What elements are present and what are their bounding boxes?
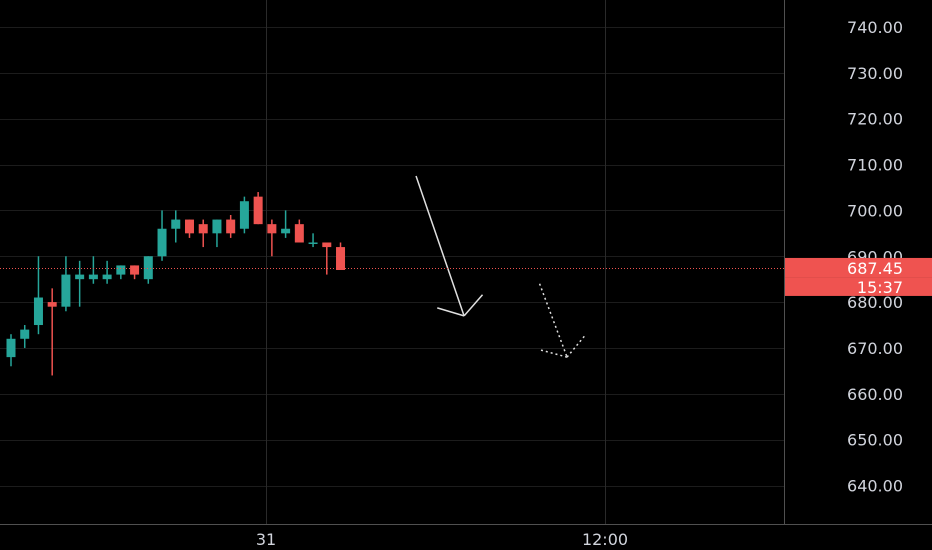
candle (143, 256, 153, 284)
price-tick-label: 700.00 (847, 201, 903, 220)
candle-body (253, 196, 263, 225)
countdown-label: 15:37 (857, 278, 903, 297)
price-tick-label: 740.00 (847, 18, 903, 37)
candle (226, 214, 236, 238)
candle (157, 210, 167, 261)
candle-body (61, 274, 71, 307)
grid (0, 0, 784, 524)
arrow-head-stroke (437, 307, 465, 317)
time-tick-label: 31 (256, 530, 276, 549)
candle (47, 288, 57, 376)
dotted-arrow-drawing[interactable] (538, 283, 586, 358)
time-tick-label: 12:00 (582, 530, 628, 549)
candle (102, 260, 112, 284)
candle (322, 242, 332, 275)
time-axis[interactable]: 31 12:00 (256, 530, 628, 549)
arrow-head-stroke (463, 294, 484, 317)
countdown-tag (785, 277, 932, 296)
candle-body (171, 219, 181, 229)
drawing-annotations[interactable] (415, 175, 586, 358)
candle (171, 210, 181, 243)
candle (239, 196, 249, 234)
price-tick-label: 720.00 (847, 110, 903, 129)
last-price-tag (785, 257, 932, 278)
price-tick-label: 640.00 (847, 477, 903, 496)
price-tick-label: 730.00 (847, 64, 903, 83)
arrow-drawing[interactable] (415, 175, 484, 317)
price-tick-label: 670.00 (847, 339, 903, 358)
candle (308, 233, 318, 248)
candle (75, 260, 85, 307)
candle (212, 219, 222, 248)
candle-body (116, 265, 126, 275)
candle-body (198, 224, 208, 234)
candle-body (143, 256, 153, 280)
candle (116, 265, 126, 280)
candle (20, 325, 30, 348)
candle (184, 219, 194, 238)
candle-body (20, 329, 30, 339)
candle (198, 219, 208, 248)
arrow-shaft (538, 283, 568, 358)
candle-body (294, 224, 304, 243)
candle-body (239, 201, 249, 229)
arrow-shaft (415, 175, 465, 317)
last-price-label: 687.45 (847, 259, 903, 278)
price-tick-label: 650.00 (847, 431, 903, 450)
candle-body (102, 274, 112, 280)
last-price-marker: 687.45 15:37 (0, 257, 932, 297)
candle (61, 256, 71, 312)
candle-body (6, 338, 16, 358)
candle (294, 219, 304, 243)
candle (88, 256, 98, 284)
candle-body (212, 219, 222, 234)
candle-body (281, 228, 291, 234)
price-tick-label: 660.00 (847, 385, 903, 404)
candle (130, 265, 140, 280)
candle-body (47, 302, 57, 307)
candle (336, 242, 346, 271)
candle (33, 256, 43, 335)
candle-body (33, 297, 43, 326)
candle-body (88, 274, 98, 280)
candle-body (75, 274, 85, 280)
candle-body (322, 242, 332, 248)
candle-body (157, 228, 167, 257)
candles (6, 192, 346, 376)
candle (281, 210, 291, 238)
price-tick-label: 680.00 (847, 293, 903, 312)
price-tick-label: 710.00 (847, 156, 903, 175)
candle-body (308, 242, 318, 244)
candle-body (130, 265, 140, 275)
candle (6, 334, 16, 367)
candle-body (267, 224, 277, 234)
candle (253, 192, 263, 225)
candle (267, 219, 277, 257)
candle-body (184, 219, 194, 234)
candle-body (336, 247, 346, 271)
candle-body (226, 219, 236, 234)
